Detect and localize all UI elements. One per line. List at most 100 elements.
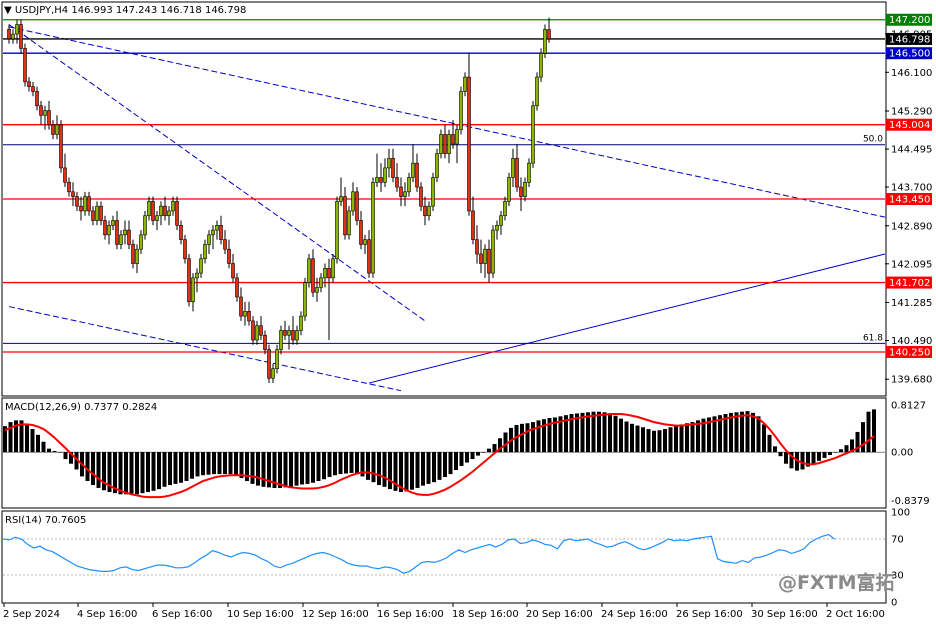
candle-body: [295, 330, 299, 341]
candle: [143, 210, 147, 240]
candle-body: [403, 191, 407, 197]
candle: [527, 158, 531, 188]
macd-bar: [668, 427, 673, 453]
candle: [331, 253, 335, 283]
macd-bar: [619, 418, 623, 453]
macd-bar: [454, 452, 458, 471]
macd-bar: [817, 452, 821, 461]
candle-body: [163, 205, 167, 217]
macd-bar: [784, 452, 788, 464]
candle: [131, 239, 135, 269]
macd-bar: [657, 430, 662, 453]
candle: [263, 330, 267, 355]
candle: [27, 77, 31, 92]
candle-body: [143, 215, 147, 236]
candle-body: [327, 268, 331, 279]
macd-bar: [811, 452, 816, 464]
macd-bar: [19, 420, 24, 453]
candle: [547, 17, 551, 43]
candle-body: [203, 244, 207, 260]
macd-tick-label: 0.00: [891, 448, 913, 459]
candle: [63, 153, 67, 188]
candle: [75, 191, 79, 211]
macd-bar: [575, 413, 579, 453]
price-tag-box: [886, 47, 932, 60]
candle-body: [247, 311, 251, 322]
macd-bar: [256, 452, 260, 486]
candle: [475, 225, 479, 264]
macd-bar: [338, 452, 343, 475]
price-tick-label: 139.680: [891, 375, 932, 386]
candle: [35, 86, 39, 111]
candle: [379, 163, 383, 192]
candle: [535, 72, 539, 111]
candle-body: [71, 191, 75, 197]
candle: [279, 325, 283, 355]
price-tag-box: [886, 276, 932, 289]
macd-bar: [591, 411, 596, 453]
candle: [431, 172, 435, 211]
candle: [43, 105, 47, 130]
candle-body: [219, 224, 223, 240]
macd-bar: [14, 420, 18, 453]
macd-bar: [289, 452, 293, 487]
candle: [15, 19, 19, 44]
candle: [319, 273, 323, 293]
macd-bar: [267, 452, 271, 488]
candle-body: [127, 229, 131, 245]
candle: [7, 24, 11, 44]
macd-bar: [322, 452, 326, 480]
candle-body: [207, 234, 211, 245]
x-tick-label: 10 Sep 16:00: [227, 609, 294, 620]
macd-bar: [223, 452, 227, 475]
candle: [95, 201, 99, 226]
candle-body: [91, 210, 95, 221]
candle: [395, 163, 399, 192]
candle: [375, 153, 379, 188]
macd-bar: [217, 452, 222, 475]
candle: [519, 177, 523, 211]
candle: [343, 187, 347, 240]
x-tick-label: 24 Sep 16:00: [601, 609, 668, 620]
candle: [227, 239, 231, 269]
macd-signal-line: [4, 413, 875, 499]
macd-bar: [415, 452, 420, 488]
candle-body: [459, 91, 463, 130]
candle: [255, 320, 259, 345]
macd-bar: [388, 452, 392, 490]
candle-body: [259, 325, 263, 336]
candle-body: [99, 205, 103, 221]
candle-body: [499, 215, 503, 226]
candle-body: [227, 248, 231, 264]
candle: [111, 215, 115, 231]
candle: [31, 81, 35, 97]
price-tick-label: 140.490: [891, 336, 932, 347]
candle: [47, 101, 51, 130]
macd-bar: [327, 452, 332, 477]
candle-body: [455, 129, 459, 145]
macd-bar: [135, 452, 139, 495]
chart-menu-icon[interactable]: ▼: [4, 5, 15, 16]
candle: [203, 239, 207, 264]
macd-bar: [140, 452, 145, 494]
candle: [299, 311, 303, 336]
candle-body: [283, 330, 287, 336]
x-tick-label: 26 Sep 16:00: [676, 609, 743, 620]
candle-body: [107, 224, 111, 236]
candle: [363, 234, 367, 254]
candle: [479, 239, 483, 274]
price-tag-label: 145.004: [889, 120, 930, 131]
ohlc-label: 146.993 147.243 146.718 146.798: [71, 5, 246, 16]
macd-bar: [3, 426, 7, 453]
candle: [291, 316, 295, 345]
macd-bar: [366, 452, 370, 480]
candle: [199, 253, 203, 278]
fib-label: 61.8: [863, 333, 883, 343]
macd-bar: [432, 452, 436, 483]
x-tick-label: 18 Sep 16:00: [452, 609, 519, 620]
candle: [507, 172, 511, 207]
rsi-tick-label: 100: [891, 508, 910, 519]
candle: [415, 153, 419, 192]
candle-body: [315, 287, 319, 293]
candle-body: [399, 186, 403, 197]
